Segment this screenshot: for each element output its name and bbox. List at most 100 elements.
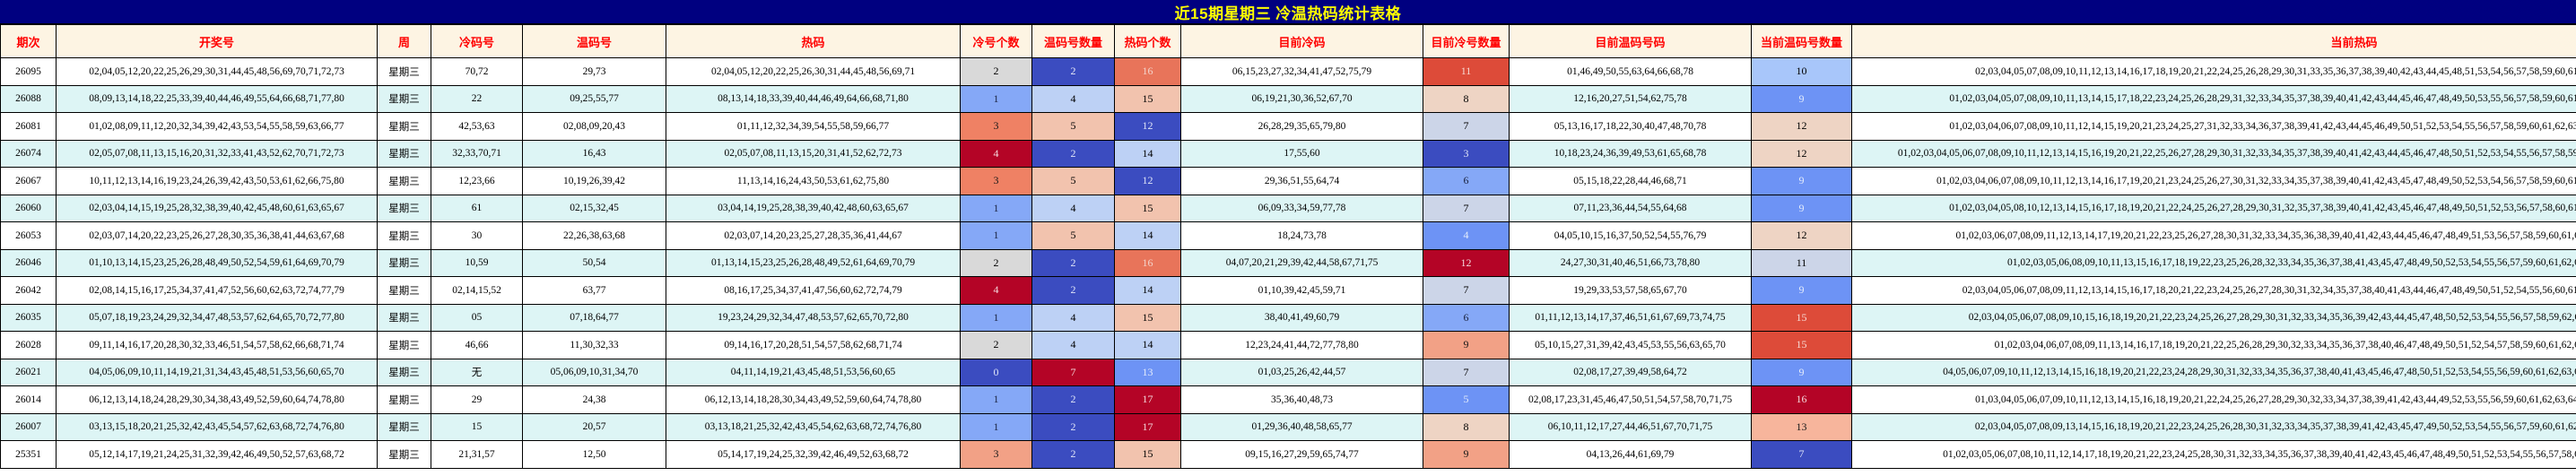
cell-wen-count[interactable]: 2 — [1031, 139, 1115, 168]
table-row[interactable]: 26042 02,08,14,15,16,17,25,34,37,41,47,52… — [0, 276, 2576, 305]
cell-lengma[interactable]: 10,59 — [431, 248, 523, 277]
cell-wen-count[interactable]: 2 — [1031, 385, 1115, 414]
cell-zhou[interactable]: 星期三 — [377, 112, 431, 141]
cell-qici[interactable]: 26028 — [0, 331, 57, 359]
cell-re-count[interactable]: 14 — [1114, 139, 1181, 168]
cell-zhou[interactable]: 星期三 — [377, 139, 431, 168]
cell-lengma[interactable]: 15 — [431, 412, 523, 441]
cell-qici[interactable]: 26021 — [0, 358, 57, 386]
cell-kaijiang[interactable]: 02,08,14,15,16,17,25,34,37,41,47,52,56,6… — [56, 276, 378, 305]
cell-current-wenma[interactable]: 06,10,11,12,17,27,44,46,51,67,70,71,75 — [1509, 412, 1752, 441]
cell-leng-count[interactable]: 1 — [960, 84, 1032, 113]
cell-current-wenma[interactable]: 12,16,20,27,51,54,62,75,78 — [1509, 84, 1752, 113]
table-row[interactable]: 26046 01,10,13,14,15,23,25,26,28,48,49,50… — [0, 248, 2576, 277]
cell-lengma[interactable]: 61 — [431, 194, 523, 222]
cell-lengma[interactable]: 29 — [431, 385, 523, 414]
cell-current-leng-count[interactable]: 7 — [1423, 194, 1510, 222]
cell-zhou[interactable]: 星期三 — [377, 194, 431, 222]
cell-kaijiang[interactable]: 09,11,14,16,17,20,28,30,32,33,46,51,54,5… — [56, 331, 378, 359]
cell-wen-count[interactable]: 7 — [1031, 358, 1115, 386]
cell-wenma[interactable]: 12,50 — [522, 440, 666, 469]
cell-current-leng-count[interactable]: 4 — [1423, 221, 1510, 250]
cell-leng-count[interactable]: 4 — [960, 276, 1032, 305]
cell-re-count[interactable]: 12 — [1114, 112, 1181, 141]
cell-lengma[interactable]: 42,53,63 — [431, 112, 523, 141]
table-row[interactable]: 26060 02,03,04,14,15,19,25,28,32,38,39,40… — [0, 194, 2576, 222]
cell-qici[interactable]: 26042 — [0, 276, 57, 305]
cell-re-count[interactable]: 15 — [1114, 440, 1181, 469]
cell-kaijiang[interactable]: 02,03,07,14,20,22,23,25,26,27,28,30,35,3… — [56, 221, 378, 250]
cell-current-leng-count[interactable]: 8 — [1423, 84, 1510, 113]
cell-current-rema[interactable]: 01,02,03,05,06,07,08,10,11,12,14,17,18,1… — [1851, 440, 2576, 469]
cell-qici[interactable]: 26035 — [0, 303, 57, 332]
cell-qici[interactable]: 26007 — [0, 412, 57, 441]
cell-lengma[interactable]: 02,14,15,52 — [431, 276, 523, 305]
cell-zhou[interactable]: 星期三 — [377, 248, 431, 277]
table-row[interactable]: 26007 03,13,15,18,20,21,25,32,42,43,45,54… — [0, 412, 2576, 441]
cell-current-wenma[interactable]: 01,46,49,50,55,63,64,66,68,78 — [1509, 57, 1752, 86]
cell-current-leng-count[interactable]: 7 — [1423, 276, 1510, 305]
cell-wen-count[interactable]: 4 — [1031, 331, 1115, 359]
cell-leng-count[interactable]: 1 — [960, 303, 1032, 332]
cell-current-lengma[interactable]: 18,24,73,78 — [1180, 221, 1423, 250]
cell-rema[interactable]: 08,16,17,25,34,37,41,47,56,60,62,72,74,7… — [666, 276, 961, 305]
cell-current-lengma[interactable]: 38,40,41,49,60,79 — [1180, 303, 1423, 332]
cell-wen-count[interactable]: 4 — [1031, 194, 1115, 222]
cell-rema[interactable]: 19,23,24,29,32,34,47,48,53,57,62,65,70,7… — [666, 303, 961, 332]
cell-lengma[interactable]: 无 — [431, 358, 523, 386]
cell-rema[interactable]: 03,04,14,19,25,28,38,39,40,42,48,60,63,6… — [666, 194, 961, 222]
cell-rema[interactable]: 02,05,07,08,11,13,15,20,31,41,52,62,72,7… — [666, 139, 961, 168]
cell-current-lengma[interactable]: 01,10,39,42,45,59,71 — [1180, 276, 1423, 305]
cell-current-rema[interactable]: 02,03,04,05,07,08,09,13,14,15,16,18,19,2… — [1851, 412, 2576, 441]
cell-current-wen-count[interactable]: 16 — [1751, 385, 1852, 414]
cell-current-wenma[interactable]: 05,15,18,22,28,44,46,68,71 — [1509, 167, 1752, 195]
cell-current-rema[interactable]: 01,02,03,04,05,06,07,08,09,10,11,12,13,1… — [1851, 139, 2576, 168]
cell-current-wen-count[interactable]: 9 — [1751, 84, 1852, 113]
cell-lengma[interactable]: 05 — [431, 303, 523, 332]
cell-wenma[interactable]: 02,15,32,45 — [522, 194, 666, 222]
cell-re-count[interactable]: 14 — [1114, 276, 1181, 305]
cell-zhou[interactable]: 星期三 — [377, 221, 431, 250]
cell-current-wenma[interactable]: 02,08,17,27,39,49,58,64,72 — [1509, 358, 1752, 386]
cell-wen-count[interactable]: 5 — [1031, 112, 1115, 141]
cell-re-count[interactable]: 16 — [1114, 248, 1181, 277]
cell-zhou[interactable]: 星期三 — [377, 276, 431, 305]
cell-rema[interactable]: 02,04,05,12,20,22,25,26,30,31,44,45,48,5… — [666, 57, 961, 86]
cell-kaijiang[interactable]: 03,13,15,18,20,21,25,32,42,43,45,54,57,6… — [56, 412, 378, 441]
cell-current-rema[interactable]: 01,02,03,06,07,08,09,11,12,13,14,17,19,2… — [1851, 221, 2576, 250]
cell-rema[interactable]: 01,13,14,15,23,25,26,28,48,49,52,61,64,6… — [666, 248, 961, 277]
cell-current-leng-count[interactable]: 3 — [1423, 139, 1510, 168]
cell-current-wen-count[interactable]: 12 — [1751, 112, 1852, 141]
cell-kaijiang[interactable]: 05,12,14,17,19,21,24,25,31,32,39,42,46,4… — [56, 440, 378, 469]
cell-wen-count[interactable]: 5 — [1031, 167, 1115, 195]
cell-wenma[interactable]: 09,25,55,77 — [522, 84, 666, 113]
cell-zhou[interactable]: 星期三 — [377, 57, 431, 86]
cell-current-rema[interactable]: 01,02,03,04,05,07,08,09,10,11,13,14,15,1… — [1851, 84, 2576, 113]
cell-qici[interactable]: 26067 — [0, 167, 57, 195]
cell-current-leng-count[interactable]: 7 — [1423, 358, 1510, 386]
table-row[interactable]: 26081 01,02,08,09,11,12,20,32,34,39,42,43… — [0, 112, 2576, 141]
cell-current-wenma[interactable]: 05,10,15,27,31,39,42,43,45,53,55,56,63,6… — [1509, 331, 1752, 359]
cell-current-lengma[interactable]: 17,55,60 — [1180, 139, 1423, 168]
cell-qici[interactable]: 26074 — [0, 139, 57, 168]
cell-wenma[interactable]: 10,19,26,39,42 — [522, 167, 666, 195]
cell-leng-count[interactable]: 2 — [960, 331, 1032, 359]
cell-current-wenma[interactable]: 04,05,10,15,16,37,50,52,54,55,76,79 — [1509, 221, 1752, 250]
cell-rema[interactable]: 11,13,14,16,24,43,50,53,61,62,75,80 — [666, 167, 961, 195]
cell-kaijiang[interactable]: 02,04,05,12,20,22,25,26,29,30,31,44,45,4… — [56, 57, 378, 86]
cell-current-lengma[interactable]: 06,15,23,27,32,34,41,47,52,75,79 — [1180, 57, 1423, 86]
cell-current-leng-count[interactable]: 8 — [1423, 412, 1510, 441]
cell-kaijiang[interactable]: 06,12,13,14,18,24,28,29,30,34,38,43,49,5… — [56, 385, 378, 414]
cell-current-leng-count[interactable]: 6 — [1423, 167, 1510, 195]
cell-leng-count[interactable]: 2 — [960, 248, 1032, 277]
cell-rema[interactable]: 06,12,13,14,18,28,30,34,43,49,52,59,60,6… — [666, 385, 961, 414]
cell-re-count[interactable]: 17 — [1114, 385, 1181, 414]
cell-rema[interactable]: 04,11,14,19,21,43,45,48,51,53,56,60,65 — [666, 358, 961, 386]
cell-current-lengma[interactable]: 12,23,24,41,44,72,77,78,80 — [1180, 331, 1423, 359]
cell-wen-count[interactable]: 4 — [1031, 303, 1115, 332]
cell-wen-count[interactable]: 2 — [1031, 412, 1115, 441]
cell-current-wenma[interactable]: 07,11,23,36,44,54,55,64,68 — [1509, 194, 1752, 222]
cell-current-rema[interactable]: 02,03,04,05,06,07,08,09,10,15,16,18,19,2… — [1851, 303, 2576, 332]
cell-leng-count[interactable]: 2 — [960, 57, 1032, 86]
cell-qici[interactable]: 26053 — [0, 221, 57, 250]
